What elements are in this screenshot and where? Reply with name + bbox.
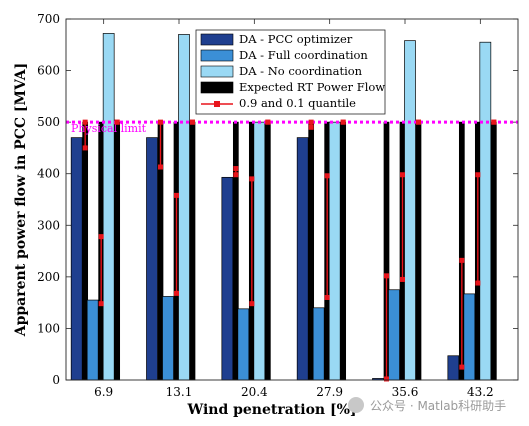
reference-line-layer: Physical limit bbox=[66, 120, 518, 135]
y-tick-label: 400 bbox=[37, 167, 60, 181]
quantile-marker-high bbox=[384, 273, 389, 279]
quantile-marker-low bbox=[400, 276, 405, 282]
quantile-marker-low bbox=[416, 119, 421, 125]
bar-nocoord bbox=[479, 41, 492, 381]
quantile-marker-high bbox=[459, 257, 465, 263]
physical-limit-label: Physical limit bbox=[71, 122, 147, 135]
bar-pcc bbox=[296, 137, 309, 381]
bar-full bbox=[463, 293, 476, 381]
quantile-marker-low bbox=[114, 119, 120, 125]
x-tick-label: 35.6 bbox=[392, 385, 419, 399]
y-tick-label: 600 bbox=[37, 64, 60, 78]
quantile-marker-high bbox=[233, 166, 239, 172]
quantile-marker-low bbox=[158, 164, 163, 170]
quantile-marker-low bbox=[174, 290, 179, 296]
axes-frame bbox=[65, 18, 519, 381]
y-tick-label: 100 bbox=[37, 321, 60, 335]
quantile-marker-low bbox=[190, 119, 195, 125]
quantile-marker-high bbox=[308, 119, 314, 125]
quantile-marker-low bbox=[249, 301, 255, 307]
quantile-marker-low bbox=[98, 301, 104, 307]
quantile-marker-high bbox=[174, 192, 179, 198]
quantile-marker-high bbox=[324, 173, 330, 179]
bar-nocoord bbox=[328, 121, 341, 381]
bar-nocoord bbox=[404, 40, 416, 381]
quantile-marker-high bbox=[98, 234, 104, 240]
y-tick-label: 700 bbox=[37, 12, 60, 26]
legend-swatch bbox=[200, 65, 234, 78]
quantile-marker-low bbox=[491, 119, 497, 125]
bar-rt bbox=[340, 121, 347, 381]
x-tick-label: 43.2 bbox=[467, 385, 494, 399]
quantile-layer bbox=[82, 119, 497, 382]
legend-swatch bbox=[200, 81, 234, 94]
bar-pcc bbox=[146, 137, 158, 381]
bar-full bbox=[388, 289, 400, 381]
bar-pcc bbox=[447, 355, 460, 381]
bar-full bbox=[237, 308, 250, 381]
legend-swatch bbox=[200, 49, 234, 62]
quantile-marker-high bbox=[158, 119, 163, 125]
y-axis-label: Apparent power flow in PCC [MVA] bbox=[13, 63, 29, 338]
x-tick-label: 13.1 bbox=[166, 385, 193, 399]
y-tick-label: 200 bbox=[37, 270, 60, 284]
bar-full bbox=[162, 296, 174, 381]
quantile-marker-low bbox=[324, 294, 330, 300]
quantile-marker-low bbox=[265, 119, 271, 125]
y-tick-label: 0 bbox=[52, 373, 60, 387]
bar-rt bbox=[415, 121, 422, 381]
bar-rt bbox=[189, 121, 196, 381]
legend-marker bbox=[214, 101, 220, 107]
bar-rt bbox=[264, 121, 271, 381]
quantile-marker-low bbox=[233, 172, 239, 178]
bar-pcc bbox=[221, 176, 234, 381]
quantile-marker-high bbox=[82, 119, 88, 125]
legend-label: DA - Full coordination bbox=[239, 48, 368, 62]
x-tick-label: 27.9 bbox=[316, 385, 343, 399]
bar-full bbox=[312, 307, 325, 381]
bar-full bbox=[86, 299, 99, 381]
quantile-marker-low bbox=[459, 364, 465, 370]
quantile-marker-low bbox=[308, 124, 314, 130]
watermark-text: 公众号 · Matlab科研助手 bbox=[370, 399, 506, 413]
y-tick-label: 300 bbox=[37, 218, 60, 232]
bar-nocoord bbox=[178, 34, 190, 381]
quantile-marker-high bbox=[400, 172, 405, 178]
frame-layer bbox=[65, 18, 519, 381]
bar-nocoord bbox=[102, 33, 115, 381]
quantile-marker-low bbox=[384, 376, 389, 382]
legend: DA - PCC optimizer DA - Full coordination… bbox=[195, 29, 386, 115]
x-axis-label: Wind penetration [%] bbox=[186, 402, 356, 418]
bar-rt bbox=[490, 121, 497, 381]
x-tick-label: 20.4 bbox=[241, 385, 268, 399]
legend-label: 0.9 and 0.1 quantile bbox=[239, 96, 356, 110]
y-tick-label: 500 bbox=[37, 115, 60, 129]
bar-pcc bbox=[70, 137, 83, 381]
watermark: 公众号 · Matlab科研助手 bbox=[348, 397, 506, 413]
legend-label: DA - No coordination bbox=[239, 64, 363, 78]
legend-label: DA - PCC optimizer bbox=[239, 32, 353, 46]
x-tick-label: 6.9 bbox=[94, 385, 113, 399]
quantile-marker-low bbox=[82, 145, 88, 151]
quantile-marker-low bbox=[340, 119, 346, 125]
legend-label: Expected RT Power Flow bbox=[239, 80, 385, 94]
quantile-marker-high bbox=[249, 176, 255, 182]
bar-rt bbox=[114, 121, 121, 381]
quantile-marker-low bbox=[475, 280, 481, 286]
legend-swatch bbox=[200, 33, 234, 46]
bar-nocoord bbox=[253, 121, 266, 381]
quantile-marker-high bbox=[475, 172, 481, 178]
watermark-logo-icon bbox=[348, 397, 364, 413]
axes-layer: 0 100 200 300 400 500 600 700 6.9 13.1 20.4 27.9 35.… bbox=[13, 12, 518, 418]
